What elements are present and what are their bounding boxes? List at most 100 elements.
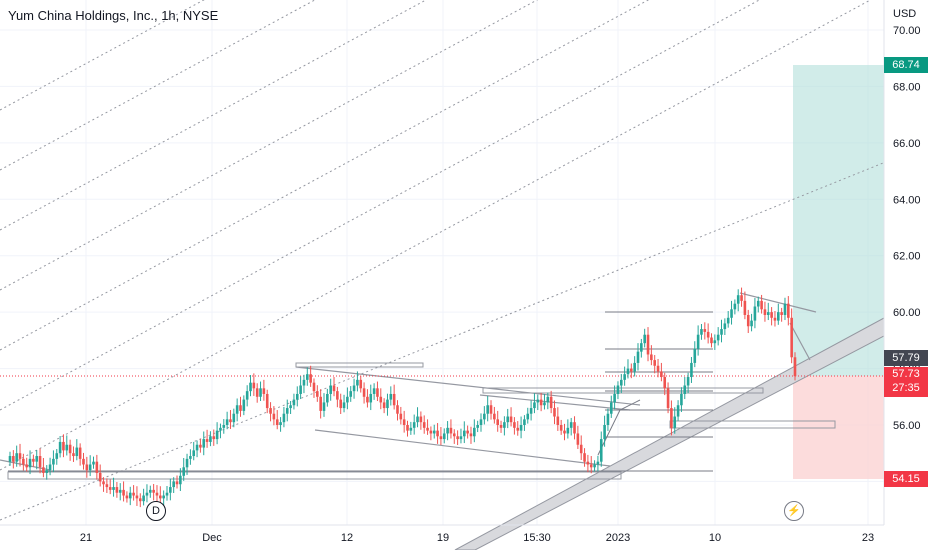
candle-body: [479, 419, 483, 425]
candle-body: [787, 303, 790, 318]
candle-body: [155, 492, 159, 496]
candle-body: [165, 492, 169, 496]
candle-body: [519, 425, 523, 431]
candle-body: [175, 481, 179, 485]
candle-body: [559, 425, 563, 431]
candle-body: [673, 416, 677, 428]
range-box: [482, 387, 764, 394]
candle-body: [793, 357, 797, 377]
candle-body: [636, 351, 640, 363]
candle-body: [235, 405, 239, 414]
candle-body: [740, 295, 743, 301]
candle-body: [135, 495, 139, 499]
candle-body: [643, 334, 646, 344]
trend-line: [314, 429, 611, 467]
lightning-icon[interactable]: ⚡: [784, 501, 804, 521]
candle-body: [496, 419, 500, 425]
candle-body: [432, 430, 436, 434]
candle-body: [169, 487, 172, 493]
candle-body: [148, 489, 152, 493]
candle-body: [503, 422, 506, 428]
candle-body: [145, 492, 149, 496]
candle-body: [770, 312, 773, 318]
candle-body: [640, 343, 643, 352]
candle-body: [58, 441, 62, 454]
candle-body: [138, 498, 142, 502]
time-axis-label: 12: [341, 532, 353, 544]
trend-line: [0, 459, 51, 471]
trend-line: [739, 292, 817, 313]
price-axis-label: 70.00: [893, 25, 921, 37]
candle-body: [776, 312, 780, 321]
candle-body: [426, 427, 429, 431]
candle-body: [108, 487, 112, 490]
candle-body: [299, 385, 302, 394]
candle-body: [75, 447, 79, 457]
candle-body: [102, 481, 105, 485]
candle-body: [72, 453, 75, 457]
candle-body: [269, 408, 272, 414]
candle-body: [152, 489, 155, 493]
candle-body: [780, 312, 783, 315]
candle-body: [456, 436, 459, 440]
candle-body: [42, 467, 45, 473]
candle-body: [112, 487, 115, 490]
pitchfork-line: [0, 0, 650, 351]
time-axis-label: Dec: [202, 532, 222, 544]
candle-body: [22, 458, 25, 465]
stop-price-pill: 54.15: [884, 471, 928, 487]
last-price-tag: 57.73 27:35: [884, 367, 928, 397]
candle-body: [666, 388, 670, 409]
candle-body: [716, 334, 720, 341]
candle-body: [603, 425, 606, 440]
candle-body: [489, 405, 493, 414]
candle-body: [382, 402, 386, 409]
candle-body: [446, 427, 449, 434]
candle-body: [312, 382, 316, 392]
candle-body: [249, 382, 252, 392]
candle-body: [539, 399, 543, 406]
candle-body: [536, 399, 540, 403]
candle-body: [733, 303, 737, 310]
candle-body: [589, 464, 593, 468]
candle-body: [412, 422, 416, 428]
candle-body: [690, 362, 693, 378]
candle-body: [68, 444, 72, 454]
candle-body: [773, 317, 777, 321]
candle-body: [546, 396, 550, 403]
candle-body: [583, 453, 586, 462]
candle-body: [676, 405, 680, 417]
candle-body: [232, 413, 236, 423]
grid: [0, 0, 884, 525]
candle-body: [556, 416, 560, 425]
candle-body: [326, 393, 329, 403]
candle-body: [322, 402, 326, 411]
candle-body: [362, 388, 366, 397]
candle-body: [215, 430, 219, 440]
candle-body: [586, 461, 590, 465]
candle-body: [656, 365, 660, 372]
pitchfork-line: [0, 0, 316, 171]
candle-body: [513, 422, 516, 428]
candle-body: [259, 388, 262, 397]
candle-body: [128, 492, 132, 499]
time-axis: 21 Dec 12 19 15:30 2023 10 23: [80, 532, 874, 544]
candle-body: [630, 368, 633, 372]
candle-body: [142, 495, 145, 502]
candle-body: [576, 433, 580, 445]
candle-body: [159, 495, 162, 499]
candle-body: [282, 413, 286, 423]
candle-body: [55, 453, 59, 459]
path-line: [597, 399, 641, 456]
candle-body: [125, 495, 129, 499]
candle-body: [88, 464, 92, 471]
candle-body: [205, 439, 209, 442]
candle-body: [573, 422, 576, 434]
candle-body: [262, 388, 266, 394]
candle-body: [265, 393, 269, 409]
candle-body: [222, 425, 226, 428]
dividend-badge[interactable]: D: [146, 501, 166, 521]
candle-body: [255, 388, 259, 397]
candle-body: [596, 461, 600, 465]
